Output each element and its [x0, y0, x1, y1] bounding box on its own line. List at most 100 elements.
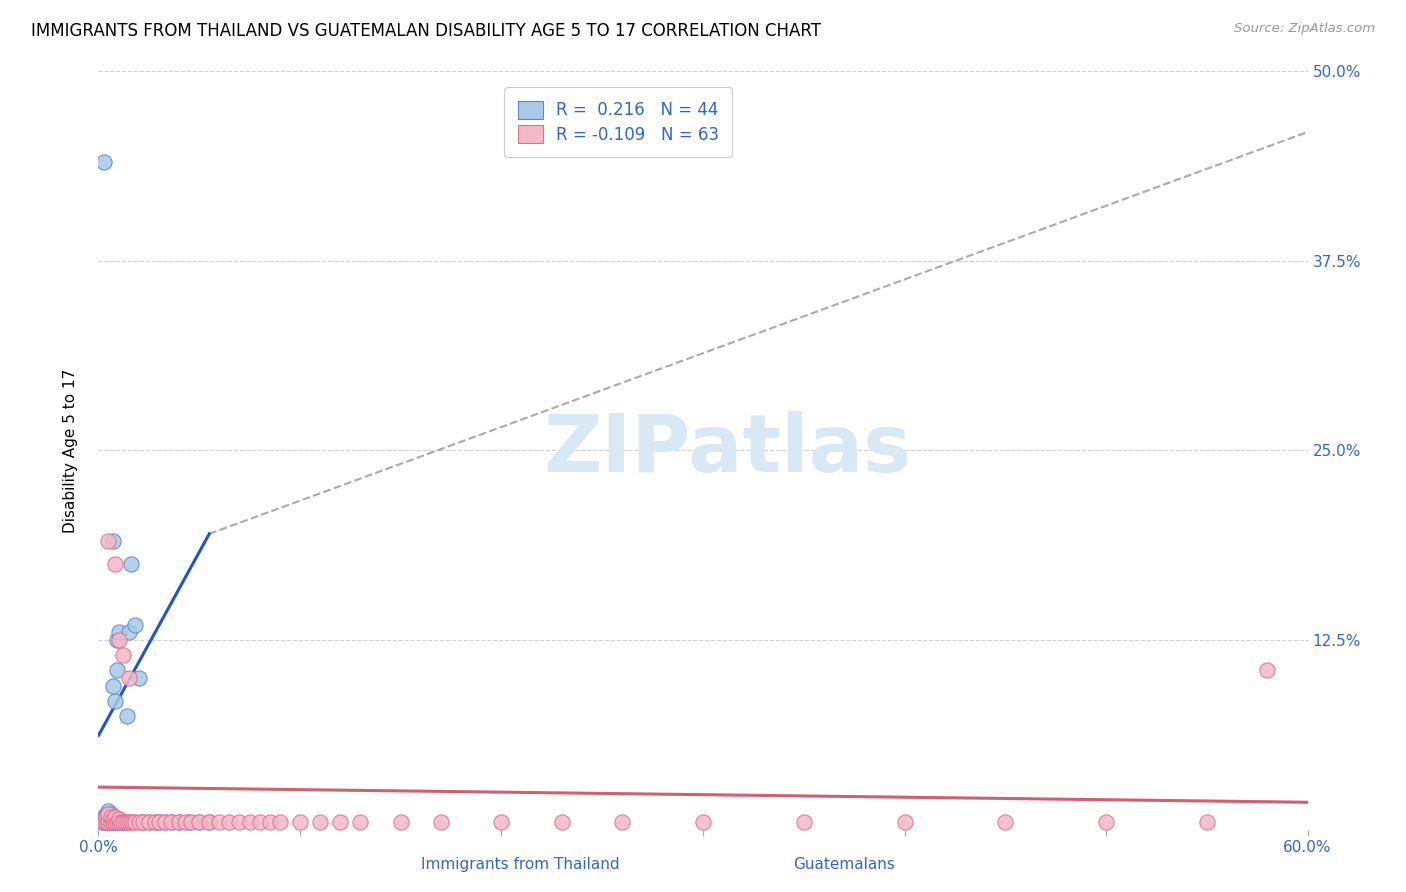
- Point: [97, 805, 120, 819]
- Point: [288, 815, 311, 830]
- Point: [132, 815, 155, 830]
- Point: [103, 810, 125, 824]
- Point: [893, 815, 915, 830]
- Point: [120, 557, 142, 572]
- Point: [97, 807, 120, 822]
- Y-axis label: Disability Age 5 to 17: Disability Age 5 to 17: [63, 368, 77, 533]
- Point: [148, 815, 170, 830]
- Point: [100, 810, 122, 824]
- Point: [103, 557, 125, 572]
- Point: [128, 671, 150, 685]
- Point: [107, 812, 129, 826]
- Point: [551, 815, 574, 830]
- Point: [188, 815, 211, 830]
- Point: [269, 815, 291, 830]
- Point: [114, 815, 136, 830]
- Point: [107, 625, 129, 640]
- Point: [612, 815, 634, 830]
- Point: [309, 815, 332, 830]
- Point: [97, 812, 120, 826]
- Point: [111, 815, 134, 830]
- Point: [101, 812, 124, 826]
- Point: [97, 815, 120, 830]
- Point: [143, 815, 166, 830]
- Point: [143, 815, 166, 830]
- Point: [103, 815, 125, 830]
- Point: [101, 815, 124, 830]
- Point: [100, 815, 122, 830]
- Point: [259, 815, 281, 830]
- Point: [167, 815, 190, 830]
- Point: [160, 815, 183, 830]
- Point: [91, 815, 114, 830]
- Point: [107, 815, 129, 830]
- Point: [491, 815, 513, 830]
- Point: [101, 678, 124, 692]
- Point: [110, 815, 132, 830]
- Point: [148, 815, 170, 830]
- Point: [118, 625, 141, 640]
- Point: [179, 815, 201, 830]
- Point: [107, 815, 129, 830]
- Point: [100, 810, 122, 824]
- Point: [101, 815, 124, 830]
- Point: [96, 815, 118, 830]
- Point: [93, 815, 115, 830]
- Point: [132, 815, 155, 830]
- Point: [103, 694, 125, 708]
- Point: [105, 815, 128, 830]
- Point: [180, 815, 202, 830]
- Point: [128, 815, 150, 830]
- Point: [114, 815, 136, 830]
- Point: [107, 633, 129, 648]
- Point: [97, 815, 120, 830]
- Point: [110, 815, 132, 830]
- Point: [349, 815, 371, 830]
- Legend: R =  0.216   N = 44, R = -0.109   N = 63: R = 0.216 N = 44, R = -0.109 N = 63: [505, 87, 733, 157]
- Point: [228, 815, 250, 830]
- Point: [111, 648, 134, 662]
- Point: [105, 633, 128, 648]
- Point: [115, 708, 138, 723]
- Point: [107, 812, 129, 826]
- Point: [167, 815, 190, 830]
- Text: IMMIGRANTS FROM THAILAND VS GUATEMALAN DISABILITY AGE 5 TO 17 CORRELATION CHART: IMMIGRANTS FROM THAILAND VS GUATEMALAN D…: [31, 22, 821, 40]
- Point: [120, 815, 142, 830]
- Point: [1195, 815, 1218, 830]
- Point: [124, 815, 146, 830]
- Point: [93, 815, 115, 830]
- Text: Guatemalans: Guatemalans: [793, 857, 894, 872]
- Point: [97, 534, 120, 549]
- Point: [1095, 815, 1118, 830]
- Point: [389, 815, 412, 830]
- Point: [430, 815, 453, 830]
- Point: [239, 815, 262, 830]
- Point: [96, 810, 118, 824]
- Point: [93, 810, 115, 824]
- Point: [118, 815, 141, 830]
- Point: [101, 534, 124, 549]
- Point: [118, 671, 141, 685]
- Point: [121, 815, 143, 830]
- Point: [96, 815, 118, 830]
- Point: [97, 807, 120, 822]
- Point: [153, 815, 176, 830]
- Point: [100, 815, 122, 830]
- Point: [218, 815, 240, 830]
- Point: [329, 815, 352, 830]
- Point: [93, 155, 115, 169]
- Point: [994, 815, 1017, 830]
- Point: [97, 812, 120, 826]
- Text: Immigrants from Thailand: Immigrants from Thailand: [420, 857, 620, 872]
- Point: [249, 815, 271, 830]
- Point: [115, 815, 138, 830]
- Point: [160, 815, 183, 830]
- Point: [692, 815, 714, 830]
- Text: ZIPatlas: ZIPatlas: [543, 411, 911, 490]
- Point: [174, 815, 197, 830]
- Point: [208, 815, 231, 830]
- Point: [793, 815, 815, 830]
- Point: [198, 815, 221, 830]
- Point: [198, 815, 221, 830]
- Point: [188, 815, 211, 830]
